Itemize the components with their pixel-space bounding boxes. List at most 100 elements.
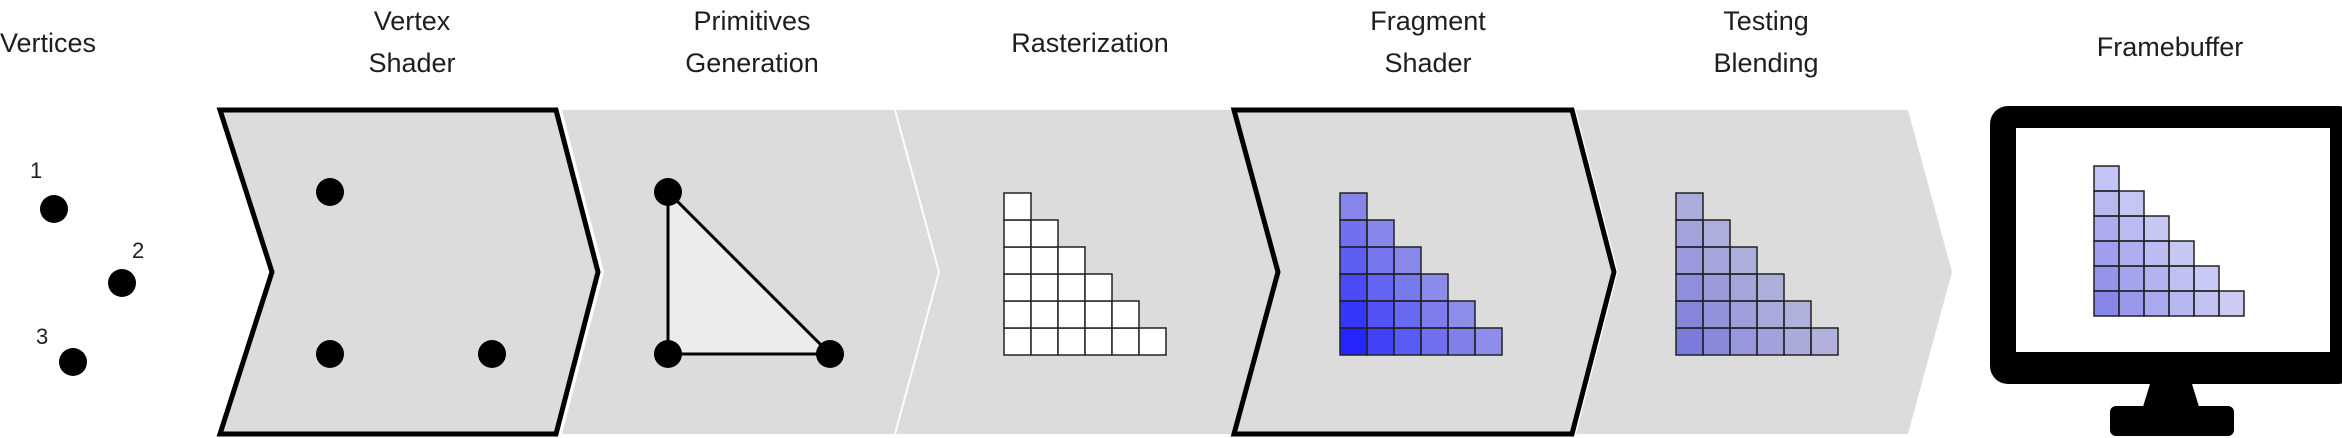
raster-cell [1003, 273, 1032, 302]
fragment-cell [1393, 327, 1422, 356]
raster-cell [1138, 327, 1167, 356]
primitives-generation-title-line2: Generation [685, 48, 819, 78]
fragment-cell [1339, 192, 1368, 221]
blend-cell [1702, 219, 1731, 248]
vertex-point-2 [108, 269, 136, 297]
raster-cell [1030, 300, 1059, 329]
blend-cell [1756, 300, 1785, 329]
primitives-generation-content [654, 178, 844, 368]
framebuffer-cell [2168, 240, 2195, 267]
raster-cell [1057, 273, 1086, 302]
framebuffer-cell [2143, 290, 2170, 317]
fragment-cell [1339, 300, 1368, 329]
rasterization-grid [1003, 192, 1167, 356]
raster-cell [1003, 192, 1032, 221]
vertex-shader-title-line2: Shader [368, 48, 455, 78]
framebuffer-cell [2118, 290, 2145, 317]
raster-cell [1003, 300, 1032, 329]
fragment-cell [1366, 300, 1395, 329]
blend-cell [1756, 273, 1785, 302]
fragment-cell [1393, 273, 1422, 302]
framebuffer-cell [2143, 240, 2170, 267]
blend-cell [1702, 246, 1731, 275]
fragment-cell [1339, 327, 1368, 356]
framebuffer-cell [2118, 215, 2145, 242]
blend-cell [1783, 300, 1812, 329]
raster-cell [1003, 246, 1032, 275]
raster-cell [1030, 273, 1059, 302]
framebuffer-cell [2193, 290, 2220, 317]
blend-cell [1675, 273, 1704, 302]
primitive-vertex-1 [654, 178, 682, 206]
fragment-cell [1366, 327, 1395, 356]
transformed-vertex-3 [316, 340, 344, 368]
primitive-vertex-2 [816, 340, 844, 368]
fragment-cell [1339, 246, 1368, 275]
raster-cell [1030, 219, 1059, 248]
primitive-vertex-3 [654, 340, 682, 368]
vertices-title: Vertices [0, 28, 96, 58]
framebuffer-cell [2143, 215, 2170, 242]
fragment-cell [1366, 246, 1395, 275]
framebuffer-cell [2168, 265, 2195, 292]
blend-cell [1810, 327, 1839, 356]
framebuffer-cell [2093, 165, 2120, 192]
rasterization-chevron [896, 110, 1276, 434]
testing-blending-chevron [1576, 110, 1952, 434]
framebuffer-cell [2118, 240, 2145, 267]
monitor-neck [2142, 384, 2200, 410]
framebuffer-cell [2193, 265, 2220, 292]
primitives-generation-title-line1: Primitives [693, 6, 810, 36]
rasterization-title: Rasterization [1011, 28, 1169, 58]
framebuffer-cell [2168, 290, 2195, 317]
blend-cell [1675, 219, 1704, 248]
vertex-label-1: 1 [30, 158, 42, 183]
vertex-point-3 [59, 348, 87, 376]
vertices-stage: 1 2 3 [30, 158, 144, 376]
fragment-cell [1447, 327, 1476, 356]
primitive-triangle [666, 188, 834, 356]
fragment-cell [1366, 219, 1395, 248]
framebuffer-cell [2093, 190, 2120, 217]
vertex-shader-chevron [216, 107, 601, 437]
framebuffer-cell [2118, 190, 2145, 217]
fragment-cell [1366, 273, 1395, 302]
blend-cell [1675, 327, 1704, 356]
vertex-shader-content [316, 178, 506, 368]
raster-cell [1084, 273, 1113, 302]
blend-cell [1729, 327, 1758, 356]
monitor-screen [2016, 128, 2330, 352]
blend-cell [1675, 246, 1704, 275]
raster-cell [1003, 327, 1032, 356]
framebuffer-cell [2093, 290, 2120, 317]
blend-cell [1675, 192, 1704, 221]
fragment-shader-grid [1339, 192, 1503, 356]
blend-cell [1675, 300, 1704, 329]
fragment-shader-title-line1: Fragment [1370, 6, 1486, 36]
blend-cell [1702, 273, 1731, 302]
fragment-cell [1420, 300, 1449, 329]
framebuffer-monitor [1990, 106, 2342, 436]
fragment-cell [1447, 300, 1476, 329]
framebuffer-grid [2093, 165, 2245, 317]
blend-cell [1702, 327, 1731, 356]
fragment-cell [1339, 273, 1368, 302]
framebuffer-cell [2143, 265, 2170, 292]
raster-cell [1030, 327, 1059, 356]
framebuffer-cell [2093, 265, 2120, 292]
vertex-shader-title-line1: Vertex [374, 6, 451, 36]
stage-titles: Vertices Vertex Shader Primitives Genera… [0, 6, 2243, 78]
raster-cell [1111, 300, 1140, 329]
blend-cell [1702, 300, 1731, 329]
raster-cell [1084, 327, 1113, 356]
framebuffer-cell [2093, 240, 2120, 267]
fragment-cell [1339, 219, 1368, 248]
testing-blending-title-line1: Testing [1723, 6, 1809, 36]
blend-cell [1756, 327, 1785, 356]
transformed-vertex-2 [478, 340, 506, 368]
fragment-shader-chevron [1230, 107, 1617, 437]
transformed-vertex-1 [316, 178, 344, 206]
blend-cell [1729, 246, 1758, 275]
vertex-label-2: 2 [132, 238, 144, 263]
fragment-shader-title-line2: Shader [1384, 48, 1471, 78]
